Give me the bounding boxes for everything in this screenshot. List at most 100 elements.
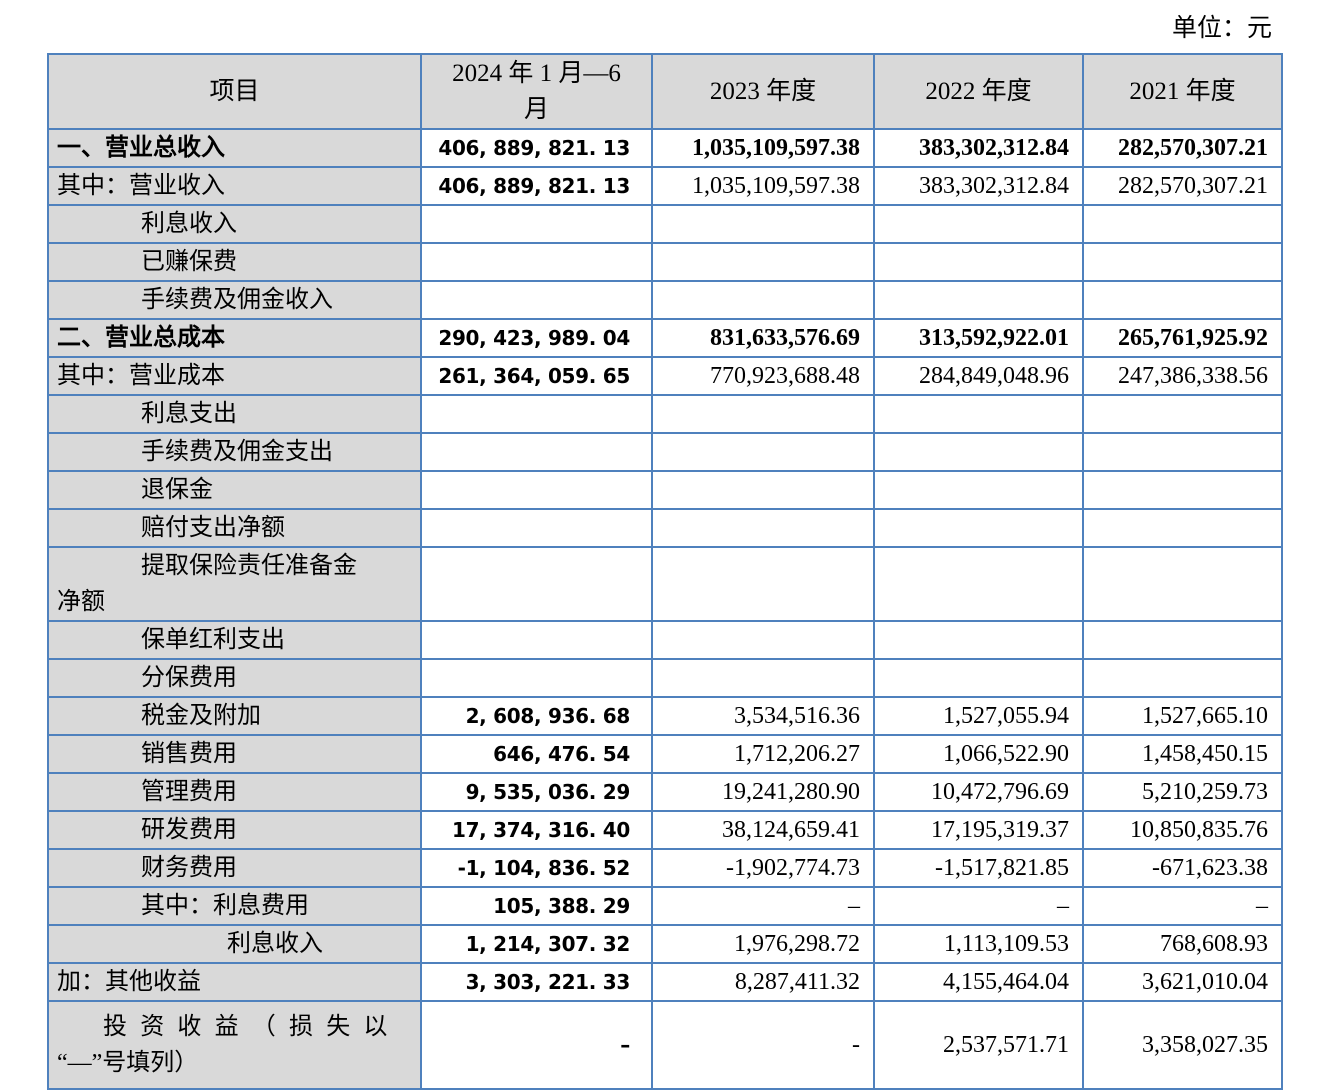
row-label-cell: 提取保险责任准备金 净额 (47, 546, 422, 622)
row-label-cell: 加：其他收益 (47, 962, 422, 1002)
cell-value-2023 (651, 280, 875, 320)
cell-value-2022: 383,302,312.84 (873, 128, 1084, 168)
cell-value-2024: -1, 104, 836. 52 (420, 848, 653, 888)
cell-value-2024 (420, 204, 653, 244)
table-row: 利息支出 (47, 394, 1283, 434)
financial-table-body: 一、营业总收入 406, 889, 821. 13 1,035,109,597.… (47, 128, 1283, 1090)
row-label: 加：其他收益 (57, 969, 201, 995)
cell-value-2024 (420, 432, 653, 472)
cell-value-2023 (651, 432, 875, 472)
cell-value-2024: 2, 608, 936. 68 (420, 696, 653, 736)
cell-value-2023: 19,241,280.90 (651, 772, 875, 812)
cell-value-2023 (651, 204, 875, 244)
row-label: 手续费及佣金收入 (141, 287, 333, 313)
cell-value-2024 (420, 620, 653, 660)
cell-value-2022 (873, 620, 1084, 660)
cell-value-2021: 5,210,259.73 (1082, 772, 1283, 812)
cell-value-2024: 1, 214, 307. 32 (420, 924, 653, 964)
table-row: 其中：营业成本 261, 364, 059. 65 770,923,688.48… (47, 356, 1283, 396)
row-label: 销售费用 (141, 741, 237, 767)
cell-value-2021: 1,458,450.15 (1082, 734, 1283, 774)
table-row: 保单红利支出 (47, 620, 1283, 660)
cell-value-2024 (420, 658, 653, 698)
row-label: 手续费及佣金支出 (141, 439, 333, 465)
row-label: 投资收益（损失以 “—”号填列） (57, 1014, 401, 1076)
row-label-cell: 其中：利息费用 (47, 886, 422, 926)
cell-value-2024 (420, 470, 653, 510)
cell-value-2023: 831,633,576.69 (651, 318, 875, 358)
cell-value-2023: 1,035,109,597.38 (651, 128, 875, 168)
cell-value-2021: 3,358,027.35 (1082, 1000, 1283, 1090)
cell-value-2024 (420, 280, 653, 320)
table-row: 其中：利息费用 105, 388. 29 – – – (47, 886, 1283, 926)
cell-value-2021: 10,850,835.76 (1082, 810, 1283, 850)
cell-value-2022 (873, 658, 1084, 698)
financial-table: 项目 2024 年 1 月—6 月 2023 年度 2022 年度 2021 年… (47, 53, 1283, 1090)
row-label-cell: 财务费用 (47, 848, 422, 888)
row-label-cell: 二、营业总成本 (47, 318, 422, 358)
cell-value-2022: 1,066,522.90 (873, 734, 1084, 774)
row-label-cell: 利息支出 (47, 394, 422, 434)
table-row: 二、营业总成本 290, 423, 989. 04 831,633,576.69… (47, 318, 1283, 358)
row-label: 其中：营业收入 (57, 173, 225, 199)
cell-value-2023: 1,976,298.72 (651, 924, 875, 964)
table-row: 管理费用 9, 535, 036. 29 19,241,280.90 10,47… (47, 772, 1283, 812)
cell-value-2024: 406, 889, 821. 13 (420, 166, 653, 206)
cell-value-2021: 265,761,925.92 (1082, 318, 1283, 358)
cell-value-2022: – (873, 886, 1084, 926)
table-row: 投资收益（损失以 “—”号填列） – - 2,537,571.71 3,358,… (47, 1000, 1283, 1090)
row-label: 利息收入 (141, 211, 237, 237)
table-row: 财务费用 -1, 104, 836. 52 -1,902,774.73 -1,5… (47, 848, 1283, 888)
unit-label: 单位：元 (1171, 15, 1272, 42)
table-row: 赔付支出净额 (47, 508, 1283, 548)
table-row: 提取保险责任准备金 净额 (47, 546, 1283, 622)
row-label-cell: 分保费用 (47, 658, 422, 698)
cell-value-2021: 1,527,665.10 (1082, 696, 1283, 736)
cell-value-2022: 313,592,922.01 (873, 318, 1084, 358)
cell-value-2021: 768,608.93 (1082, 924, 1283, 964)
cell-value-2021 (1082, 204, 1283, 244)
cell-value-2021 (1082, 242, 1283, 282)
cell-value-2023 (651, 470, 875, 510)
column-header-2024: 2024 年 1 月—6 月 (420, 53, 653, 130)
cell-value-2024: 406, 889, 821. 13 (420, 128, 653, 168)
row-label: 税金及附加 (141, 703, 261, 729)
cell-value-2023 (651, 508, 875, 548)
cell-value-2021: 282,570,307.21 (1082, 128, 1283, 168)
cell-value-2021 (1082, 658, 1283, 698)
cell-value-2022 (873, 546, 1084, 622)
row-label: 其中：营业成本 (57, 363, 225, 389)
cell-value-2022: -1,517,821.85 (873, 848, 1084, 888)
cell-value-2021: 3,621,010.04 (1082, 962, 1283, 1002)
row-label-cell: 利息收入 (47, 204, 422, 244)
cell-value-2024 (420, 546, 653, 622)
cell-value-2022 (873, 280, 1084, 320)
cell-value-2021: -671,623.38 (1082, 848, 1283, 888)
row-label: 管理费用 (141, 779, 237, 805)
cell-value-2024 (420, 394, 653, 434)
table-row: 手续费及佣金收入 (47, 280, 1283, 320)
row-label: 已赚保费 (141, 249, 237, 275)
cell-value-2022 (873, 432, 1084, 472)
cell-value-2023: – (651, 886, 875, 926)
cell-value-2024 (420, 508, 653, 548)
cell-value-2024: 261, 364, 059. 65 (420, 356, 653, 396)
cell-value-2023 (651, 242, 875, 282)
row-label: 财务费用 (141, 855, 237, 881)
row-label: 二、营业总成本 (57, 325, 225, 351)
cell-value-2024: 3, 303, 221. 33 (420, 962, 653, 1002)
column-header-2023: 2023 年度 (651, 53, 875, 130)
row-label-cell: 其中：营业成本 (47, 356, 422, 396)
cell-value-2024: 646, 476. 54 (420, 734, 653, 774)
cell-value-2023: 38,124,659.41 (651, 810, 875, 850)
cell-value-2023 (651, 394, 875, 434)
cell-value-2022: 383,302,312.84 (873, 166, 1084, 206)
cell-value-2021 (1082, 280, 1283, 320)
table-row: 利息收入 1, 214, 307. 32 1,976,298.72 1,113,… (47, 924, 1283, 964)
table-row: 研发费用 17, 374, 316. 40 38,124,659.41 17,1… (47, 810, 1283, 850)
cell-value-2024: 105, 388. 29 (420, 886, 653, 926)
row-label-cell: 退保金 (47, 470, 422, 510)
cell-value-2024: – (420, 1000, 653, 1090)
cell-value-2023: - (651, 1000, 875, 1090)
table-row: 手续费及佣金支出 (47, 432, 1283, 472)
